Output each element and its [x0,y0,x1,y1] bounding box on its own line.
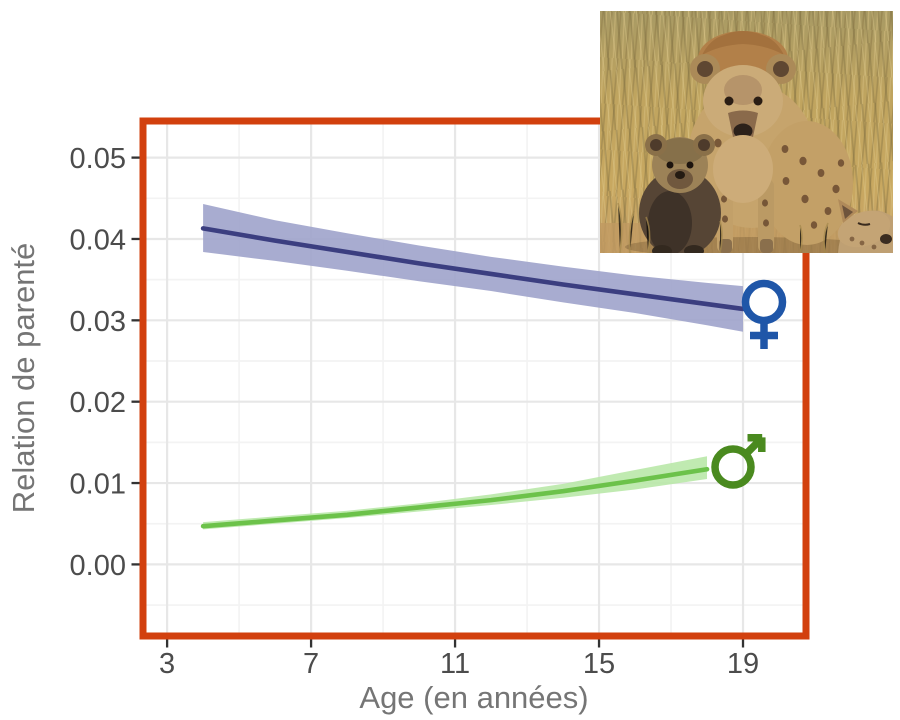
ribbon-femelles [203,203,744,332]
line-mâles [200,466,710,529]
x-tick-labels: 3 7 11 15 19 [159,648,759,680]
line-femelles [200,226,746,312]
male-symbol [711,434,766,489]
plot-border [139,117,810,640]
y-tick-label: 0.04 [70,224,126,256]
series-lines [200,226,746,529]
y-tick-label: 0.02 [70,387,126,419]
x-tick-label: 11 [440,648,470,680]
hyena-cub [639,134,721,253]
axis-tick-marks [131,156,745,648]
x-tick-label: 15 [583,648,615,680]
hyena-photo [600,11,893,253]
x-tick-label: 19 [727,648,759,680]
y-tick-label: 0.01 [70,468,126,500]
x-tick-label: 3 [159,648,175,680]
x-tick-label: 7 [303,648,319,680]
y-tick-label: 0.03 [70,306,126,338]
y-tick-label: 0.00 [70,550,126,582]
female-symbol [741,279,787,349]
resting-hyena-head [837,199,893,253]
y-tick-labels: 0.00 0.01 0.02 0.03 0.04 0.05 [70,143,126,582]
adult-hyena [688,31,853,253]
y-axis-title: Relation de parenté [6,243,41,514]
x-axis-title: Age (en années) [359,680,588,715]
gridlines-major [143,121,806,636]
y-tick-label: 0.05 [70,143,126,175]
foreground-grass [617,202,829,253]
